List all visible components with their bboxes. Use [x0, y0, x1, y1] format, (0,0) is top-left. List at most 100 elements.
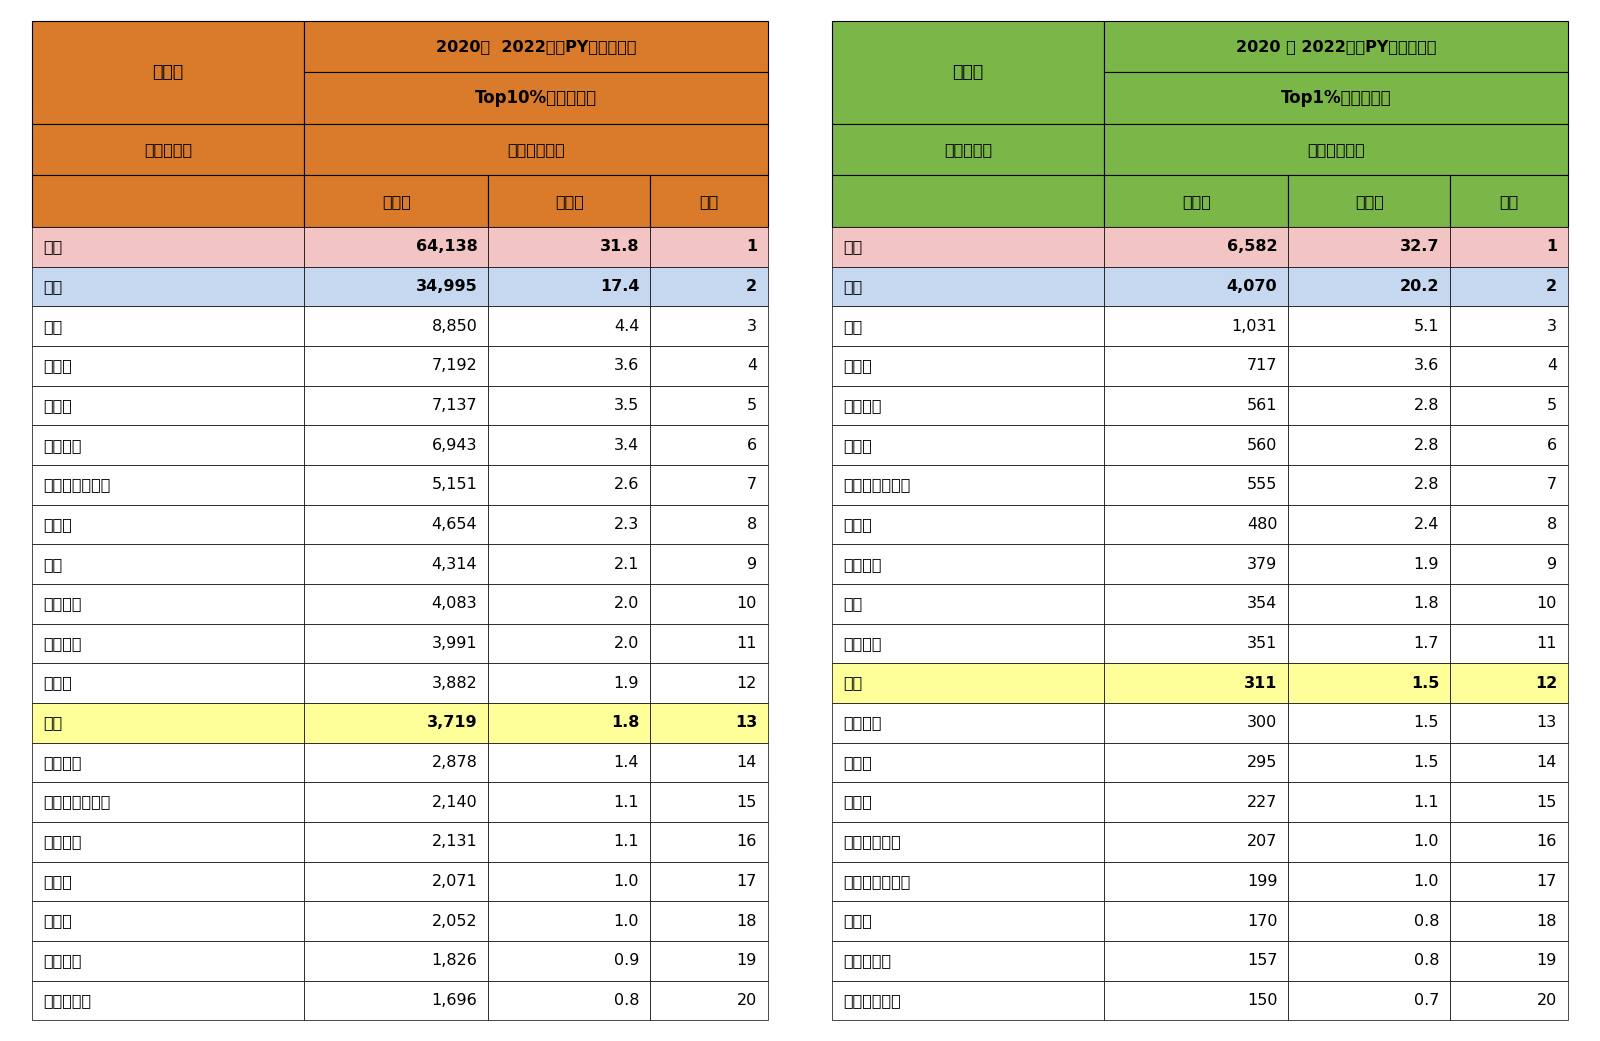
Bar	[304, 624, 488, 663]
Bar	[832, 703, 1104, 742]
Bar	[1450, 584, 1568, 624]
Bar	[1288, 385, 1450, 426]
Bar	[304, 584, 488, 624]
Text: 717: 717	[1246, 358, 1277, 374]
Bar	[1104, 624, 1288, 663]
Bar	[1288, 663, 1450, 703]
Bar	[1104, 124, 1568, 176]
Bar	[32, 782, 304, 822]
Text: 1.8: 1.8	[1413, 596, 1438, 611]
Bar	[304, 544, 488, 584]
Bar	[1104, 663, 1288, 703]
Text: 1,826: 1,826	[432, 954, 477, 968]
Bar	[1450, 176, 1568, 227]
Text: 13: 13	[1536, 715, 1557, 730]
Text: 順位: 順位	[699, 194, 718, 209]
Bar	[1104, 822, 1288, 862]
Text: 7,192: 7,192	[432, 358, 477, 374]
Text: 14: 14	[736, 755, 757, 770]
Bar	[1288, 981, 1450, 1020]
Bar	[1450, 902, 1568, 941]
Bar	[650, 227, 768, 266]
Bar	[1104, 782, 1288, 822]
Text: 1.1: 1.1	[613, 794, 640, 810]
Text: 1.0: 1.0	[1414, 834, 1438, 849]
Bar	[650, 862, 768, 902]
Text: シェア: シェア	[1355, 194, 1384, 209]
Bar	[832, 426, 1104, 465]
Bar	[488, 981, 650, 1020]
Text: 2.4: 2.4	[1414, 517, 1438, 532]
Bar	[32, 346, 304, 385]
Bar	[650, 703, 768, 742]
Bar	[1104, 176, 1288, 227]
Text: 17.4: 17.4	[600, 279, 640, 294]
Text: 2.8: 2.8	[1414, 478, 1438, 492]
Text: 1.0: 1.0	[614, 914, 640, 929]
Bar	[1288, 624, 1450, 663]
Bar	[1288, 544, 1450, 584]
Bar	[32, 742, 304, 782]
Bar	[1450, 703, 1568, 742]
Bar	[304, 266, 488, 306]
Text: 1,031: 1,031	[1232, 319, 1277, 334]
Text: イタリア: イタリア	[843, 398, 882, 413]
Text: 7: 7	[747, 478, 757, 492]
Text: オランダ: オランダ	[843, 715, 882, 730]
Bar	[832, 544, 1104, 584]
Bar	[832, 505, 1104, 544]
Text: 12: 12	[1534, 676, 1557, 690]
Text: 2,140: 2,140	[432, 794, 477, 810]
Text: 4,083: 4,083	[432, 596, 477, 611]
Bar	[832, 822, 1104, 862]
Bar	[1288, 426, 1450, 465]
Bar	[1450, 465, 1568, 505]
Text: エジプト: エジプト	[43, 954, 82, 968]
Text: 1.9: 1.9	[1414, 557, 1438, 572]
Bar	[304, 663, 488, 703]
Text: イラン: イラン	[843, 755, 872, 770]
Text: 4,654: 4,654	[432, 517, 477, 532]
Text: 2.8: 2.8	[1414, 437, 1438, 453]
Text: 32.7: 32.7	[1400, 239, 1438, 254]
Bar	[304, 306, 488, 346]
Text: オランダ: オランダ	[43, 755, 82, 770]
Text: 3,991: 3,991	[432, 636, 477, 651]
Text: 1.0: 1.0	[1414, 873, 1438, 889]
Bar	[32, 941, 304, 981]
Text: 11: 11	[1536, 636, 1557, 651]
Text: 10: 10	[736, 596, 757, 611]
Text: 560: 560	[1246, 437, 1277, 453]
Bar	[1450, 385, 1568, 426]
Bar	[32, 426, 304, 465]
Bar	[650, 346, 768, 385]
Text: インド: インド	[43, 358, 72, 374]
Bar	[832, 176, 1104, 227]
Bar	[304, 176, 488, 227]
Text: 18: 18	[736, 914, 757, 929]
Bar	[304, 73, 768, 124]
Text: 5.1: 5.1	[1414, 319, 1438, 334]
Bar	[1450, 346, 1568, 385]
Text: 8,850: 8,850	[432, 319, 477, 334]
Bar	[1104, 346, 1288, 385]
Text: 19: 19	[1536, 954, 1557, 968]
Text: フランス: フランス	[843, 557, 882, 572]
Text: 国・地域名: 国・地域名	[944, 143, 992, 157]
Bar	[304, 505, 488, 544]
Bar	[32, 822, 304, 862]
Bar	[832, 306, 1104, 346]
Text: 1.1: 1.1	[1413, 794, 1438, 810]
Bar	[1104, 73, 1568, 124]
Text: ブラジル: ブラジル	[43, 834, 82, 849]
Text: 2: 2	[746, 279, 757, 294]
Bar	[1288, 176, 1450, 227]
Text: 韓国: 韓国	[843, 596, 862, 611]
Text: インド: インド	[843, 437, 872, 453]
Bar	[488, 505, 650, 544]
Text: 6,582: 6,582	[1227, 239, 1277, 254]
Bar	[1288, 584, 1450, 624]
Bar	[488, 227, 650, 266]
Text: 2,878: 2,878	[432, 755, 477, 770]
Text: 0.9: 0.9	[614, 954, 640, 968]
